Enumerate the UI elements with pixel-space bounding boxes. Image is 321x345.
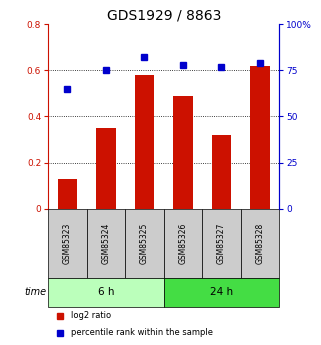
Text: 24 h: 24 h <box>210 287 233 297</box>
Text: time: time <box>24 287 46 297</box>
Text: 6 h: 6 h <box>98 287 114 297</box>
Bar <box>164 278 279 307</box>
Text: GSM85325: GSM85325 <box>140 223 149 264</box>
Bar <box>125 209 164 278</box>
Bar <box>58 179 77 209</box>
Bar <box>48 278 164 307</box>
Text: GSM85327: GSM85327 <box>217 223 226 264</box>
Bar <box>212 135 231 209</box>
Text: percentile rank within the sample: percentile rank within the sample <box>71 328 213 337</box>
Bar <box>135 75 154 209</box>
Text: log2 ratio: log2 ratio <box>71 311 111 320</box>
Bar <box>250 66 270 209</box>
Bar <box>202 209 241 278</box>
Bar <box>87 209 125 278</box>
Text: GSM85324: GSM85324 <box>101 223 110 264</box>
Bar <box>173 96 193 209</box>
Text: GSM85326: GSM85326 <box>178 223 187 264</box>
Title: GDS1929 / 8863: GDS1929 / 8863 <box>107 9 221 23</box>
Text: GSM85328: GSM85328 <box>256 223 265 264</box>
Text: GSM85323: GSM85323 <box>63 223 72 264</box>
Bar <box>96 128 116 209</box>
Bar <box>48 209 87 278</box>
Bar <box>241 209 279 278</box>
Bar <box>164 209 202 278</box>
